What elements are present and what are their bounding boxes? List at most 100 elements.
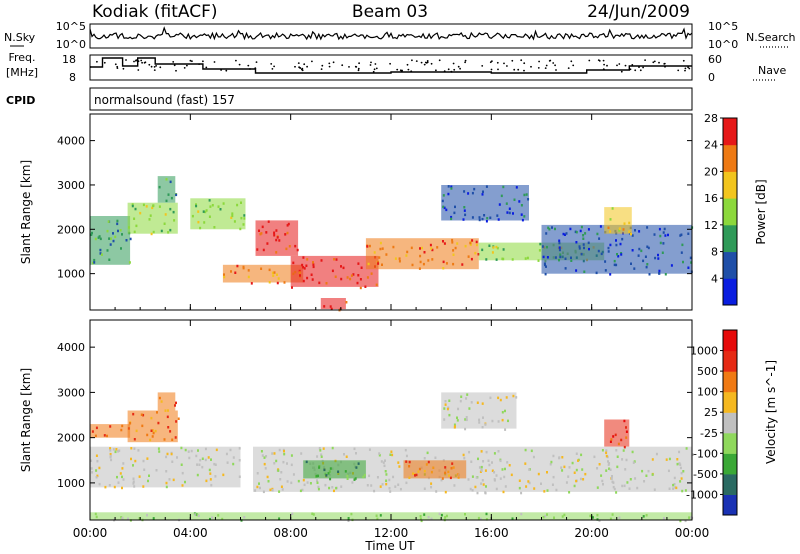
range-cell — [223, 275, 226, 279]
range-cell — [527, 480, 530, 483]
range-cell — [561, 469, 564, 472]
range-cell — [201, 457, 204, 460]
range-cell — [504, 467, 506, 471]
range-cell — [302, 478, 305, 482]
range-cell — [511, 517, 514, 520]
range-cell — [112, 239, 115, 243]
range-cell — [271, 271, 274, 275]
nave-dot — [235, 59, 237, 62]
range-cell — [254, 489, 257, 492]
velocity-colorbar-label-text: Velocity [m s^-1] — [764, 360, 778, 464]
range-cell — [368, 244, 371, 248]
range-cell — [582, 478, 585, 481]
nave-dot — [202, 60, 204, 63]
range-cell — [318, 466, 321, 469]
nave-dot — [191, 60, 193, 63]
range-cell — [213, 462, 216, 466]
range-cell — [294, 244, 297, 248]
range-cell — [680, 233, 683, 236]
range-cell — [673, 476, 676, 480]
range-cell — [438, 512, 441, 516]
range-cell — [174, 436, 177, 439]
range-cell — [471, 239, 474, 242]
range-cell — [135, 224, 138, 228]
range-cell — [271, 452, 274, 455]
range-cell — [452, 253, 455, 256]
range-cell — [502, 185, 505, 189]
range-cell — [138, 475, 141, 478]
range-cell — [121, 486, 123, 490]
range-cell — [575, 269, 578, 272]
range-cell — [659, 241, 662, 245]
nave-dot — [249, 68, 251, 70]
range-cell — [487, 459, 490, 462]
range-cell — [523, 215, 526, 218]
range-cell — [320, 455, 323, 458]
range-cell — [306, 481, 309, 484]
nave-dot — [155, 65, 158, 67]
range-cell — [488, 244, 491, 247]
range-cell — [320, 259, 323, 262]
range-cell — [648, 273, 651, 276]
velocity-colorbar-label: Velocity [m s^-1] — [764, 360, 778, 464]
range-cell — [155, 469, 158, 472]
range-cell — [468, 450, 471, 454]
range-cell — [512, 394, 515, 398]
range-cell — [551, 226, 553, 229]
range-cell — [121, 475, 123, 479]
range-cell — [243, 217, 246, 220]
range-cell — [447, 192, 450, 196]
range-cell — [456, 242, 459, 245]
range-cell — [181, 484, 184, 487]
nave-dot — [116, 67, 119, 69]
range-cell — [515, 186, 518, 189]
range-cell — [277, 469, 280, 472]
range-cell — [302, 266, 305, 269]
x-tick-label: 16:00 — [474, 526, 509, 540]
nave-dot — [183, 67, 186, 69]
range-cell — [165, 481, 168, 485]
range-cell — [318, 281, 321, 285]
range-cell — [497, 450, 500, 453]
range-cell — [317, 487, 320, 491]
range-cell — [564, 257, 567, 260]
range-cell — [199, 226, 202, 230]
range-cell — [276, 281, 279, 285]
range-cell — [385, 253, 388, 256]
range-cell — [464, 213, 467, 217]
range-cell — [265, 455, 268, 458]
range-cell — [459, 399, 462, 403]
range-cell — [611, 480, 614, 484]
scatter-region — [157, 392, 176, 411]
range-cell — [391, 453, 394, 457]
range-cell — [548, 228, 551, 231]
range-cell — [355, 452, 357, 455]
nave-dot — [373, 68, 376, 71]
range-cell — [646, 226, 649, 229]
range-cell — [117, 481, 120, 484]
range-cell — [146, 513, 148, 517]
range-cell — [208, 215, 211, 218]
range-cell — [568, 466, 571, 469]
range-cell — [570, 256, 572, 259]
nave-dot — [410, 70, 413, 73]
range-cell — [543, 490, 546, 493]
range-cell — [574, 230, 577, 234]
range-cell — [620, 438, 623, 442]
range-cell — [157, 447, 160, 450]
range-cell — [633, 267, 636, 270]
range-cell — [215, 448, 218, 452]
range-cell — [496, 214, 499, 217]
range-cell — [285, 247, 288, 251]
range-cell — [112, 448, 115, 451]
noise-panel-frame — [89, 23, 693, 49]
range-cell — [470, 401, 473, 404]
range-cell — [108, 484, 111, 487]
range-cell — [542, 515, 545, 519]
range-cell — [558, 248, 561, 252]
colorbar-tick-label: 12 — [704, 219, 718, 232]
range-cell — [525, 193, 528, 196]
range-cell — [560, 466, 563, 469]
range-cell — [561, 515, 564, 518]
beam-title: Beam 03 — [352, 2, 428, 22]
